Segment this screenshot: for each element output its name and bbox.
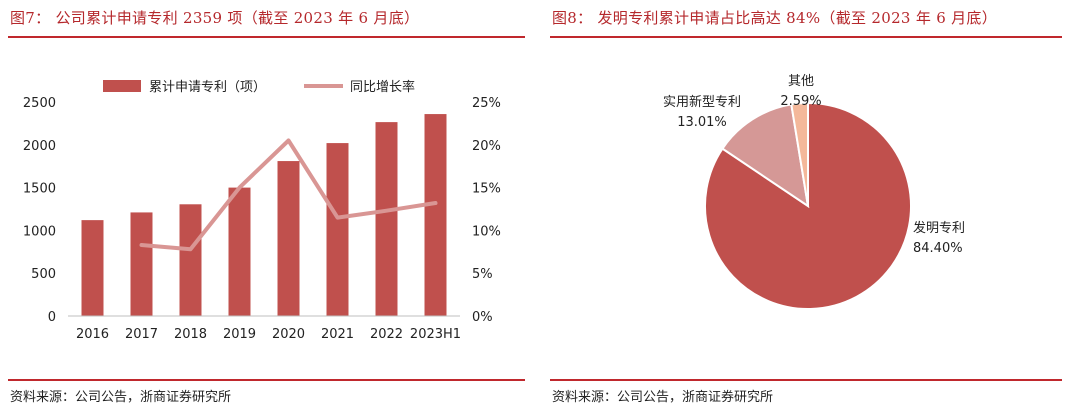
right-axis-tick-label: 0% bbox=[472, 310, 493, 325]
pie-label-value: 2.59% bbox=[780, 94, 821, 109]
right-axis-tick-label: 25% bbox=[472, 96, 501, 111]
pie-slice-2 bbox=[721, 103, 810, 209]
x-tick-label: 2022 bbox=[370, 327, 403, 342]
pie-label-value: 13.01% bbox=[677, 115, 727, 130]
bar-2017 bbox=[130, 212, 153, 316]
pie-label-value: 84.40% bbox=[913, 241, 963, 256]
title-rule bbox=[8, 36, 525, 38]
bar-2016 bbox=[81, 220, 104, 316]
pie-slice-3 bbox=[790, 101, 809, 207]
x-tick-label: 2023H1 bbox=[410, 327, 461, 342]
source-rule bbox=[8, 379, 525, 381]
x-tick-label: 2018 bbox=[174, 327, 207, 342]
legend-bar-swatch bbox=[103, 80, 141, 92]
title-rule bbox=[550, 36, 1062, 38]
x-tick-label: 2019 bbox=[223, 327, 256, 342]
bar-2018 bbox=[179, 204, 202, 316]
figure-8-source: 资料来源：公司公告，浙商证券研究所 bbox=[552, 390, 774, 405]
bar-2019 bbox=[228, 187, 251, 316]
left-axis-tick-label: 2000 bbox=[23, 139, 56, 154]
figure-7-source: 资料来源：公司公告，浙商证券研究所 bbox=[10, 390, 232, 405]
right-figure-panel: 图8： 发明专利累计申请占比高达 84%（截至 2023 年 6 月底） 发明专… bbox=[548, 0, 1062, 413]
patent-type-pie-chart: 发明专利 84.40% 实用新型专利 13.01% 其他 2.59% bbox=[663, 74, 965, 310]
left-axis-tick-label: 1000 bbox=[23, 224, 56, 239]
right-axis-tick-label: 5% bbox=[472, 267, 493, 282]
left-axis-tick-label: 1500 bbox=[23, 182, 56, 197]
pie-label-name: 发明专利 bbox=[913, 220, 965, 236]
x-tick-label: 2020 bbox=[272, 327, 305, 342]
bar-2022 bbox=[375, 122, 398, 316]
left-figure-panel: 图7： 公司累计申请专利 2359 项（截至 2023 年 6 月底） 0 500… bbox=[0, 0, 525, 413]
right-axis-tick-label: 10% bbox=[472, 224, 501, 239]
pie-label-name: 实用新型专利 bbox=[663, 94, 741, 110]
figure-8-title: 图8： 发明专利累计申请占比高达 84%（截至 2023 年 6 月底） bbox=[552, 9, 998, 27]
pie-label-name: 其他 bbox=[788, 74, 814, 89]
left-axis-tick-label: 0 bbox=[48, 310, 56, 325]
pie-slice-1 bbox=[704, 101, 912, 310]
x-tick-label: 2021 bbox=[321, 327, 354, 342]
source-rule bbox=[550, 379, 1062, 381]
legend-bar-label: 累计申请专利（项） bbox=[149, 80, 266, 95]
right-axis-tick-label: 15% bbox=[472, 182, 501, 197]
growth-rate-line bbox=[139, 138, 438, 252]
bar-2023H1 bbox=[424, 114, 447, 316]
bar-2021 bbox=[326, 143, 349, 316]
figure-7-title: 图7： 公司累计申请专利 2359 项（截至 2023 年 6 月底） bbox=[10, 9, 420, 27]
x-tick-label: 2016 bbox=[76, 327, 109, 342]
left-axis-tick-label: 2500 bbox=[23, 96, 56, 111]
right-axis-tick-label: 20% bbox=[472, 139, 501, 154]
patent-bar-line-chart: 0 500 1000 1500 2000 2500 0% 5% 10% 15% 20% 25% 2016… bbox=[23, 79, 501, 342]
left-axis-tick-label: 500 bbox=[31, 267, 56, 282]
legend-line-label: 同比增长率 bbox=[350, 79, 415, 95]
bar-2020 bbox=[277, 161, 300, 316]
x-tick-label: 2017 bbox=[125, 327, 158, 342]
